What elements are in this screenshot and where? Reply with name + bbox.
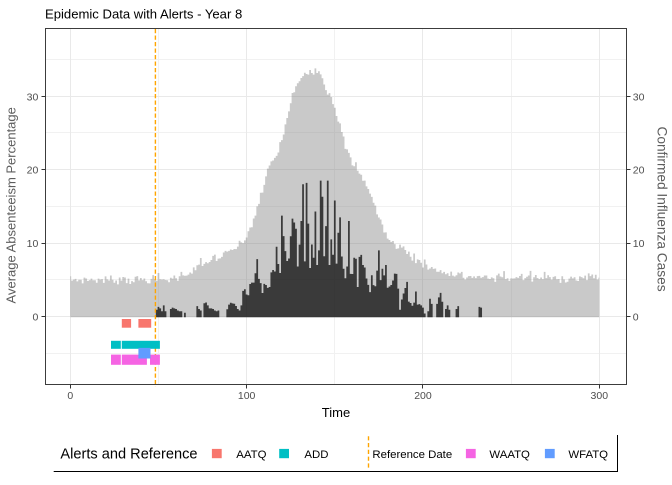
svg-text:AATQ: AATQ: [236, 449, 266, 461]
svg-text:0: 0: [633, 311, 639, 323]
svg-text:Epidemic Data with Alerts - Ye: Epidemic Data with Alerts - Year 8: [45, 6, 242, 21]
svg-text:200: 200: [414, 390, 432, 402]
svg-text:Time: Time: [322, 405, 350, 420]
svg-text:WAATQ: WAATQ: [489, 449, 530, 461]
svg-text:Confirmed Influenza Cases: Confirmed Influenza Cases: [655, 126, 670, 291]
svg-text:300: 300: [591, 390, 609, 402]
svg-text:0: 0: [32, 311, 38, 323]
svg-text:20: 20: [633, 165, 645, 177]
svg-text:10: 10: [27, 238, 39, 250]
svg-text:Average Absenteeism Percentage: Average Absenteeism Percentage: [4, 107, 19, 303]
svg-text:Alerts and Reference: Alerts and Reference: [60, 447, 197, 463]
svg-text:WFATQ: WFATQ: [568, 449, 608, 461]
svg-text:100: 100: [238, 390, 256, 402]
svg-text:10: 10: [633, 238, 645, 250]
svg-text:0: 0: [67, 390, 73, 402]
svg-text:30: 30: [633, 91, 645, 103]
svg-text:20: 20: [27, 165, 39, 177]
svg-text:30: 30: [27, 91, 39, 103]
svg-text:ADD: ADD: [304, 449, 328, 461]
svg-text:Reference Date: Reference Date: [372, 449, 452, 461]
